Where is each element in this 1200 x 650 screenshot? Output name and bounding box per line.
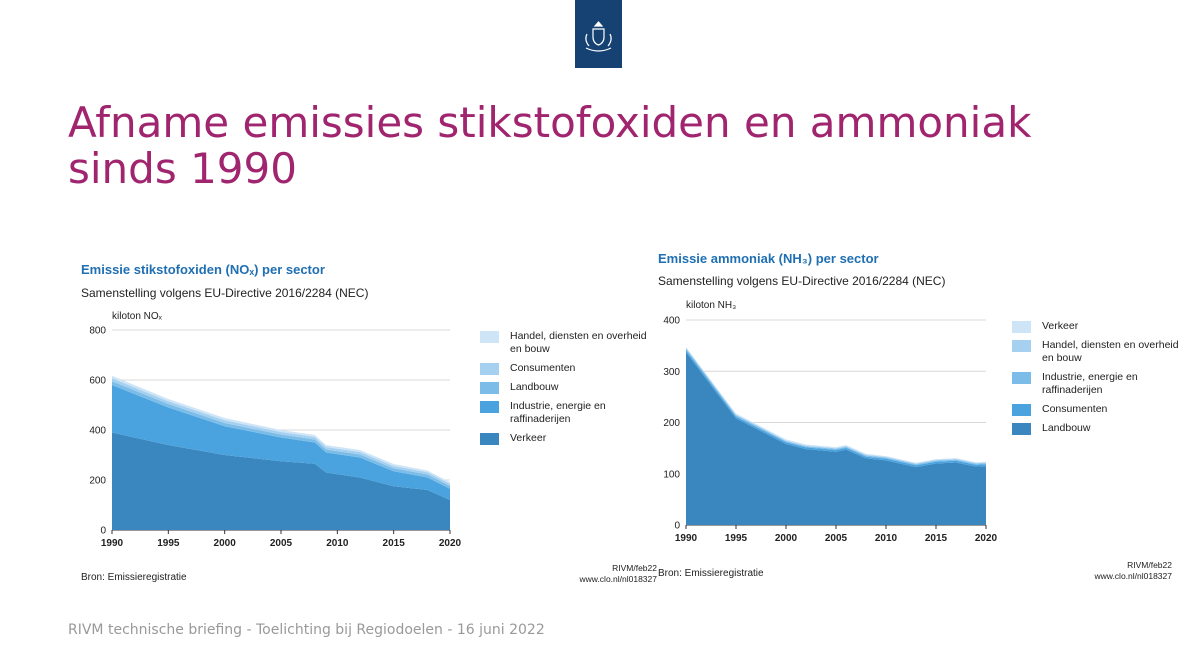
coat-of-arms-icon	[585, 21, 612, 52]
x-tick-label: 2010	[875, 533, 898, 544]
legend-item: Verkeer	[480, 432, 650, 445]
legend-label: Verkeer	[1042, 320, 1079, 332]
x-tick-label: 2010	[326, 538, 349, 549]
legend-item: Consumenten	[480, 362, 650, 375]
slide-footer: RIVM technische briefing - Toelichting b…	[68, 622, 545, 638]
nh3-legend: Verkeer Handel, diensten en overheid en b…	[1012, 320, 1182, 441]
slide-title: Afname emissies stikstofoxiden en ammoni…	[68, 98, 1032, 193]
area-verkeer	[112, 432, 450, 530]
chart-subtitle-nh3: Samenstelling volgens EU-Directive 2016/…	[658, 274, 946, 288]
legend-item: Industrie, energie en raffinaderijen	[480, 400, 650, 426]
x-tick-label: 2020	[975, 533, 998, 544]
y-tick-label: 0	[100, 526, 106, 537]
x-tick-label: 2015	[383, 538, 406, 549]
legend-label: Consumenten	[510, 362, 576, 374]
legend-swatch	[1012, 321, 1031, 333]
y-axis-unit-nh3: kiloton NH₃	[686, 300, 737, 311]
legend-swatch	[1012, 423, 1031, 435]
credit-nh3: RIVM/feb22 www.clo.nl/nl018327	[1060, 560, 1173, 582]
legend-swatch	[1012, 372, 1031, 384]
y-tick-label: 800	[89, 326, 106, 337]
nh3-area-chart: 0 100 200 300 400 1990 1995 2000 2005 2010 2015 202…	[663, 316, 998, 545]
credit-nh3-line1: RIVM/feb22	[1127, 560, 1172, 570]
legend-item: Consumenten	[1012, 403, 1182, 416]
source-nh3: Bron: Emissieregistratie	[658, 568, 764, 579]
area-consumenten	[112, 378, 450, 486]
legend-item: Handel, diensten en overheid en bouw	[1012, 339, 1182, 365]
legend-label: Handel, diensten en overheid en bouw	[510, 330, 647, 355]
y-tick-label: 200	[89, 476, 106, 487]
government-logo	[575, 0, 622, 68]
chart-title-nox: Emissie stikstofoxiden (NOₓ) per sector	[81, 262, 325, 277]
legend-swatch	[480, 331, 499, 343]
legend-swatch	[480, 401, 499, 413]
legend-label: Landbouw	[1042, 422, 1091, 434]
x-tick-label: 1990	[675, 533, 698, 544]
legend-label: Industrie, energie en raffinaderijen	[510, 400, 606, 425]
area-industrie-energie-en-raffinaderijen	[112, 385, 450, 500]
credit-nox-line1: RIVM/feb22	[612, 563, 657, 573]
credit-nox: RIVM/feb22 www.clo.nl/nl018327	[545, 563, 658, 585]
x-tick-label: 2005	[825, 533, 848, 544]
area-landbouw	[112, 381, 450, 489]
nox-legend: Handel, diensten en overheid en bouw Cons…	[480, 330, 650, 451]
legend-swatch	[1012, 404, 1031, 416]
y-tick-label: 400	[663, 316, 680, 327]
credit-nh3-line2: www.clo.nl/nl018327	[1094, 571, 1173, 581]
x-tick-label: 2005	[270, 538, 293, 549]
x-tick-label: 1995	[725, 533, 748, 544]
x-tick-label: 2000	[214, 538, 237, 549]
legend-label: Industrie, energie en raffinaderijen	[1042, 371, 1138, 396]
chart-title-nh3: Emissie ammoniak (NH₃) per sector	[658, 251, 879, 266]
y-tick-label: 100	[663, 469, 680, 480]
legend-item: Landbouw	[480, 381, 650, 394]
legend-swatch	[1012, 340, 1031, 352]
legend-swatch	[480, 363, 499, 375]
source-nox: Bron: Emissieregistratie	[81, 572, 187, 583]
nox-area-chart: 0 200 400 600 800 1990 1995 2000 2005 2010 2015 202…	[89, 326, 462, 550]
legend-label: Handel, diensten en overheid en bouw	[1042, 339, 1179, 364]
legend-label: Consumenten	[1042, 403, 1108, 415]
y-tick-label: 0	[674, 521, 680, 532]
y-tick-label: 600	[89, 376, 106, 387]
x-tick-label: 2000	[775, 533, 798, 544]
y-tick-label: 400	[89, 426, 106, 437]
x-tick-label: 1990	[101, 538, 124, 549]
x-tick-label: 1995	[157, 538, 180, 549]
legend-item: Industrie, energie en raffinaderijen	[1012, 371, 1182, 397]
area-landbouw	[686, 352, 986, 525]
y-tick-label: 200	[663, 418, 680, 429]
x-tick-label: 2020	[439, 538, 462, 549]
legend-item: Verkeer	[1012, 320, 1182, 333]
y-tick-label: 300	[663, 367, 680, 378]
legend-label: Verkeer	[510, 432, 547, 444]
chart-subtitle-nox: Samenstelling volgens EU-Directive 2016/…	[81, 286, 369, 300]
legend-item: Handel, diensten en overheid en bouw	[480, 330, 650, 356]
legend-label: Landbouw	[510, 381, 559, 393]
y-axis-unit-nox: kiloton NOₓ	[112, 311, 162, 322]
x-tick-label: 2015	[925, 533, 948, 544]
legend-swatch	[480, 382, 499, 394]
legend-item: Landbouw	[1012, 422, 1182, 435]
credit-nox-line2: www.clo.nl/nl018327	[579, 574, 658, 584]
legend-swatch	[480, 433, 499, 445]
